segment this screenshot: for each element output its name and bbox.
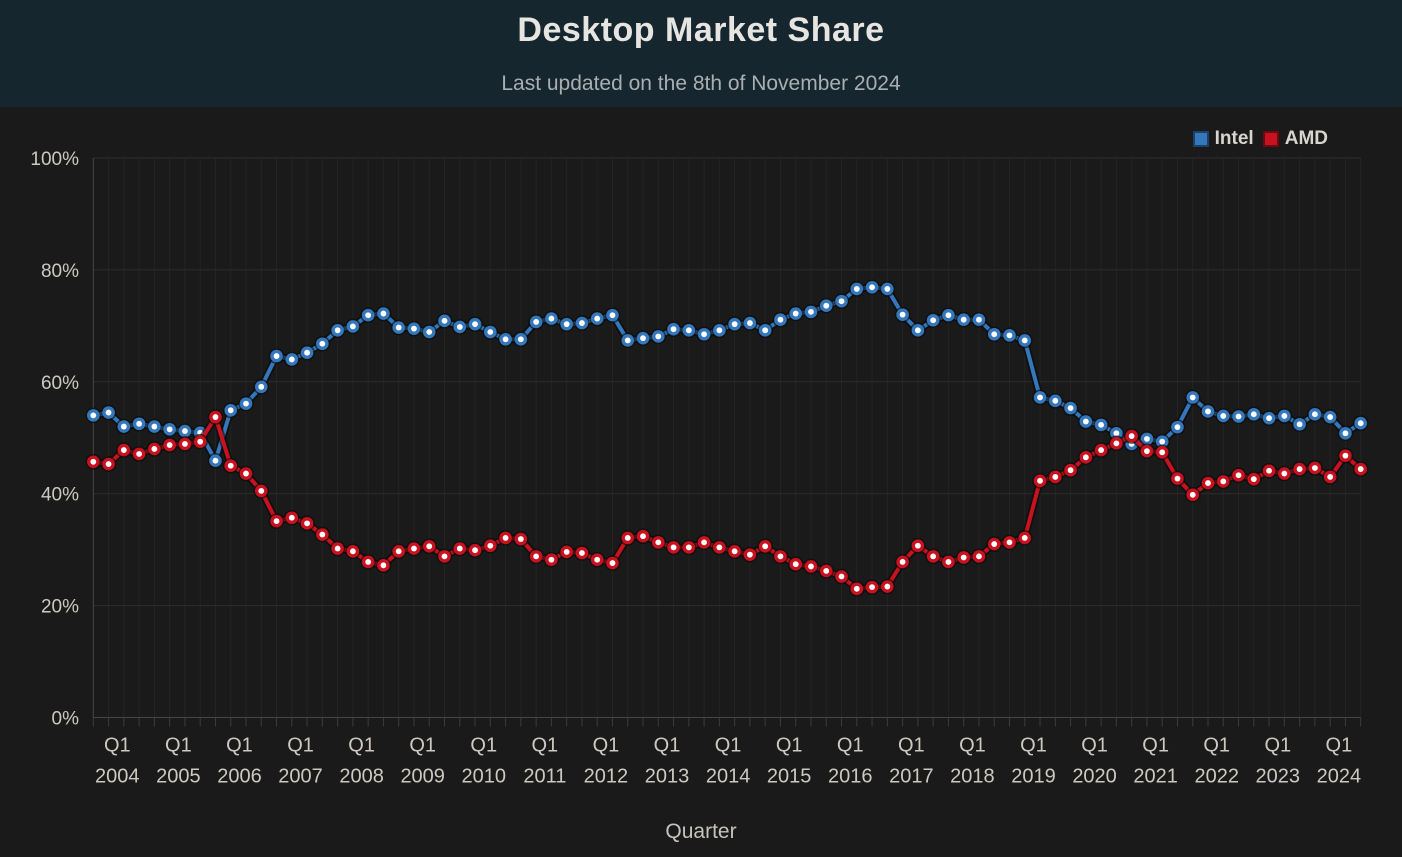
svg-text:2018: 2018	[950, 766, 995, 788]
svg-text:2010: 2010	[462, 766, 507, 788]
svg-text:Q1: Q1	[1203, 735, 1230, 757]
legend-label-amd: AMD	[1284, 128, 1328, 149]
header: Desktop Market Share Last updated on the…	[0, 0, 1402, 107]
svg-text:Q1: Q1	[226, 735, 253, 757]
svg-text:2016: 2016	[828, 766, 873, 788]
svg-text:2004: 2004	[95, 766, 140, 788]
svg-text:2008: 2008	[339, 766, 384, 788]
svg-text:Q1: Q1	[165, 735, 192, 757]
amd-series	[85, 409, 1369, 597]
legend-item-amd[interactable]: AMD	[1262, 128, 1328, 150]
svg-text:Q1: Q1	[104, 735, 131, 757]
svg-text:Q1: Q1	[1326, 735, 1353, 757]
intel-series	[85, 279, 1369, 469]
x-axis-labels: Q1 2004 Q1 2005 Q1 2006 Q1 2007 Q1 2008 Q1 2009 Q1 20…	[95, 735, 1361, 788]
svg-text:0%: 0%	[52, 709, 80, 730]
x-axis-title: Quarter	[665, 820, 736, 843]
legend: Intel AMD	[1192, 128, 1328, 150]
svg-text:Q1: Q1	[593, 735, 620, 757]
svg-text:2006: 2006	[217, 766, 262, 788]
y-axis-labels: 0% 20% 40% 60% 80% 100%	[30, 149, 79, 730]
svg-text:Q1: Q1	[715, 735, 742, 757]
market-share-chart[interactable]: Intel AMD 0% 20% 40% 60% 80% 100% Q1 2004 Q1 2005…	[0, 107, 1402, 857]
amd-swatch	[1262, 131, 1279, 147]
svg-text:2005: 2005	[156, 766, 201, 788]
svg-text:2014: 2014	[706, 766, 751, 788]
svg-text:2015: 2015	[767, 766, 812, 788]
svg-text:Q1: Q1	[287, 735, 314, 757]
grid-vertical	[92, 158, 1362, 727]
svg-text:Q1: Q1	[1142, 735, 1169, 757]
svg-text:2022: 2022	[1194, 766, 1239, 788]
subtitle: Last updated on the 8th of November 2024	[501, 72, 901, 95]
svg-text:2019: 2019	[1011, 766, 1056, 788]
svg-text:2009: 2009	[400, 766, 445, 788]
svg-text:2020: 2020	[1072, 766, 1117, 788]
svg-text:Q1: Q1	[348, 735, 375, 757]
legend-label-intel: Intel	[1214, 128, 1254, 149]
svg-text:Q1: Q1	[776, 735, 803, 757]
svg-text:20%: 20%	[41, 597, 79, 618]
svg-text:40%: 40%	[41, 485, 79, 506]
page-title: Desktop Market Share	[517, 11, 885, 49]
svg-text:Q1: Q1	[532, 735, 559, 757]
svg-text:Q1: Q1	[654, 735, 681, 757]
svg-text:80%: 80%	[41, 261, 79, 282]
svg-text:Q1: Q1	[409, 735, 436, 757]
svg-text:Q1: Q1	[898, 735, 925, 757]
svg-text:2021: 2021	[1133, 766, 1178, 788]
legend-item-intel[interactable]: Intel	[1192, 128, 1254, 150]
svg-text:2012: 2012	[584, 766, 629, 788]
svg-text:Q1: Q1	[837, 735, 864, 757]
svg-text:100%: 100%	[30, 149, 79, 170]
svg-text:2023: 2023	[1256, 766, 1301, 788]
svg-text:60%: 60%	[41, 373, 79, 394]
svg-text:2024: 2024	[1317, 766, 1362, 788]
chart-canvas[interactable]: 0% 20% 40% 60% 80% 100% Q1 2004 Q1 2005 Q1 2006 Q1 20…	[0, 107, 1402, 857]
amd-line	[91, 415, 1363, 591]
svg-text:2007: 2007	[278, 766, 323, 788]
svg-text:Q1: Q1	[1081, 735, 1108, 757]
svg-text:Q1: Q1	[1264, 735, 1291, 757]
svg-text:Q1: Q1	[959, 735, 986, 757]
intel-swatch	[1192, 131, 1209, 147]
svg-text:2017: 2017	[889, 766, 934, 788]
svg-text:Q1: Q1	[1020, 735, 1047, 757]
intel-line	[91, 285, 1363, 463]
svg-text:2013: 2013	[645, 766, 690, 788]
svg-text:2011: 2011	[523, 766, 566, 788]
svg-text:Q1: Q1	[470, 735, 497, 757]
